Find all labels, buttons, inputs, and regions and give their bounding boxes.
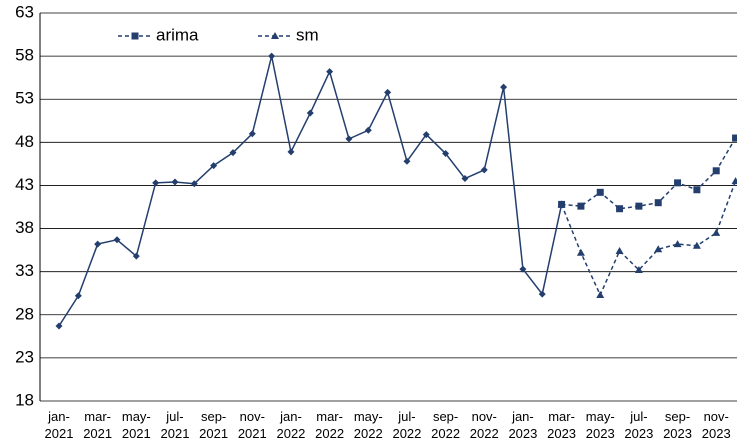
point bbox=[500, 83, 508, 91]
x-tick-label: nov- 2022 bbox=[469, 409, 499, 441]
point bbox=[519, 265, 527, 273]
point bbox=[634, 265, 643, 273]
point bbox=[94, 240, 102, 248]
point bbox=[306, 109, 314, 117]
point bbox=[692, 241, 701, 249]
point bbox=[577, 202, 585, 210]
y-tick-label: 53 bbox=[15, 89, 34, 108]
x-tick-label: mar- 2021 bbox=[83, 409, 113, 441]
point bbox=[131, 32, 139, 40]
x-tick-label: mar- 2022 bbox=[315, 409, 345, 441]
x-tick-label: nov- 2023 bbox=[701, 409, 731, 441]
point bbox=[271, 32, 279, 39]
point bbox=[635, 202, 643, 210]
x-tick-label: nov- 2021 bbox=[237, 409, 267, 441]
point bbox=[654, 199, 662, 207]
point bbox=[673, 240, 682, 248]
series-line bbox=[58, 55, 563, 327]
point bbox=[55, 322, 63, 330]
y-tick-label: 33 bbox=[15, 261, 34, 280]
point bbox=[132, 252, 140, 260]
x-tick-label: may- 2023 bbox=[585, 409, 615, 441]
point bbox=[326, 68, 334, 76]
point bbox=[654, 245, 663, 253]
point bbox=[152, 179, 160, 187]
point bbox=[693, 186, 701, 194]
point bbox=[74, 292, 82, 300]
point bbox=[268, 52, 276, 60]
point bbox=[384, 88, 392, 96]
point bbox=[538, 290, 546, 298]
point bbox=[422, 131, 430, 139]
y-tick-label: 18 bbox=[15, 390, 34, 409]
point bbox=[171, 178, 179, 186]
x-tick-label: jan- 2021 bbox=[44, 409, 74, 441]
point bbox=[248, 130, 256, 138]
point bbox=[712, 228, 721, 236]
point bbox=[674, 179, 682, 187]
point bbox=[712, 167, 720, 175]
x-tick-label: may- 2022 bbox=[353, 409, 383, 441]
point bbox=[461, 175, 469, 183]
x-tick-label: jul- 2021 bbox=[160, 409, 190, 441]
point bbox=[480, 166, 488, 174]
point bbox=[596, 188, 604, 196]
point bbox=[616, 205, 624, 213]
y-tick-label: 38 bbox=[15, 218, 34, 237]
series-line bbox=[560, 180, 737, 297]
x-tick-label: may- 2021 bbox=[121, 409, 151, 441]
point bbox=[596, 290, 605, 298]
point bbox=[345, 135, 353, 143]
y-tick-label: 58 bbox=[15, 46, 34, 65]
x-tick-label: mar- 2023 bbox=[547, 409, 577, 441]
y-tick-label: 48 bbox=[15, 132, 34, 151]
point bbox=[403, 157, 411, 165]
y-tick-label: 43 bbox=[15, 175, 34, 194]
point bbox=[113, 236, 121, 244]
y-tick-label: 23 bbox=[15, 347, 34, 366]
y-tick-label: 28 bbox=[15, 304, 34, 323]
point bbox=[229, 149, 237, 157]
point bbox=[731, 177, 737, 185]
point bbox=[442, 150, 450, 158]
y-tick-label: 63 bbox=[15, 2, 34, 21]
series-line bbox=[561, 137, 737, 210]
x-tick-label: sep- 2021 bbox=[199, 409, 229, 441]
point bbox=[732, 134, 737, 142]
x-tick-label: jul- 2023 bbox=[624, 409, 654, 441]
point bbox=[615, 246, 624, 254]
point bbox=[364, 126, 372, 134]
legend-label: sm bbox=[296, 25, 319, 44]
legend-label: arima bbox=[156, 25, 199, 44]
point bbox=[557, 200, 566, 208]
x-tick-label: jul- 2022 bbox=[392, 409, 422, 441]
x-tick-label: jan- 2022 bbox=[276, 409, 306, 441]
point bbox=[190, 180, 198, 188]
x-tick-label: sep- 2023 bbox=[663, 409, 692, 441]
x-tick-label: jan- 2023 bbox=[508, 409, 538, 441]
x-tick-label: sep- 2022 bbox=[431, 409, 461, 441]
point bbox=[287, 148, 295, 156]
point bbox=[210, 162, 218, 170]
point bbox=[576, 248, 585, 256]
